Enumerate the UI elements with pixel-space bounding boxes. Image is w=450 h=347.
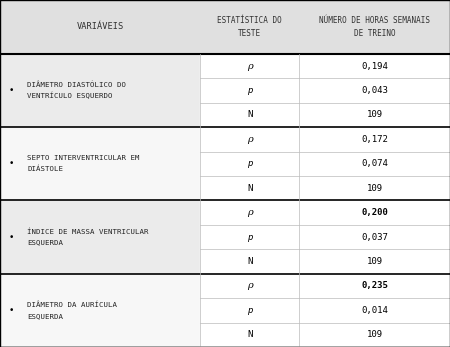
- Text: ρ: ρ: [247, 208, 252, 217]
- Text: 0,037: 0,037: [361, 232, 388, 242]
- Bar: [200, 127, 450, 152]
- Text: •: •: [9, 159, 14, 168]
- Text: N: N: [247, 330, 252, 339]
- Text: ESQUERDA: ESQUERDA: [27, 313, 63, 319]
- Bar: [200, 54, 450, 78]
- Bar: [0, 127, 200, 200]
- Bar: [0, 127, 450, 200]
- Text: 109: 109: [367, 257, 382, 266]
- Text: 0,014: 0,014: [361, 306, 388, 315]
- Text: ρ: ρ: [247, 281, 252, 290]
- Text: p: p: [247, 306, 252, 315]
- Bar: [200, 274, 450, 298]
- Text: N: N: [247, 257, 252, 266]
- Bar: [200, 249, 450, 274]
- Text: •: •: [9, 232, 14, 242]
- Text: ESQUERDA: ESQUERDA: [27, 239, 63, 245]
- Text: p: p: [247, 159, 252, 168]
- Text: ESTATÍSTICA DO
TESTE: ESTATÍSTICA DO TESTE: [217, 16, 282, 37]
- Bar: [0, 54, 450, 127]
- Bar: [0, 274, 200, 347]
- Text: 0,235: 0,235: [361, 281, 388, 290]
- Text: 0,043: 0,043: [361, 86, 388, 95]
- Text: p: p: [247, 86, 252, 95]
- Bar: [200, 225, 450, 249]
- Text: N: N: [247, 110, 252, 119]
- Bar: [200, 152, 450, 176]
- Text: DIÂMETRO DIASTÓLICO DO: DIÂMETRO DIASTÓLICO DO: [27, 82, 126, 88]
- Text: DIÂMETRO DA AURÍCULA: DIÂMETRO DA AURÍCULA: [27, 302, 117, 308]
- Text: •: •: [9, 86, 14, 95]
- Bar: [200, 176, 450, 201]
- Text: 109: 109: [367, 184, 382, 193]
- Text: ρ: ρ: [247, 61, 252, 70]
- Text: 109: 109: [367, 330, 382, 339]
- Bar: [0, 0, 450, 54]
- Text: ρ: ρ: [247, 135, 252, 144]
- Bar: [0, 54, 200, 127]
- Text: VARIÁVEIS: VARIÁVEIS: [76, 23, 124, 31]
- Bar: [200, 103, 450, 127]
- Text: p: p: [247, 232, 252, 242]
- Bar: [0, 201, 200, 274]
- Text: NÚMERO DE HORAS SEMANAIS
DE TREINO: NÚMERO DE HORAS SEMANAIS DE TREINO: [319, 16, 430, 37]
- Text: •: •: [9, 306, 14, 315]
- Bar: [200, 78, 450, 103]
- Bar: [0, 201, 450, 274]
- Text: 0,194: 0,194: [361, 61, 388, 70]
- Bar: [0, 274, 450, 347]
- Text: VENTRÍCULO ESQUERDO: VENTRÍCULO ESQUERDO: [27, 92, 112, 100]
- Text: N: N: [247, 184, 252, 193]
- Text: SEPTO INTERVENTRICULAR EM: SEPTO INTERVENTRICULAR EM: [27, 155, 140, 161]
- Text: 0,200: 0,200: [361, 208, 388, 217]
- Bar: [200, 201, 450, 225]
- Text: 0,074: 0,074: [361, 159, 388, 168]
- Text: 109: 109: [367, 110, 382, 119]
- Text: DIÁSTOLE: DIÁSTOLE: [27, 166, 63, 172]
- Text: 0,172: 0,172: [361, 135, 388, 144]
- Bar: [200, 323, 450, 347]
- Bar: [200, 298, 450, 323]
- Text: ÍNDICE DE MASSA VENTRICULAR: ÍNDICE DE MASSA VENTRICULAR: [27, 228, 148, 235]
